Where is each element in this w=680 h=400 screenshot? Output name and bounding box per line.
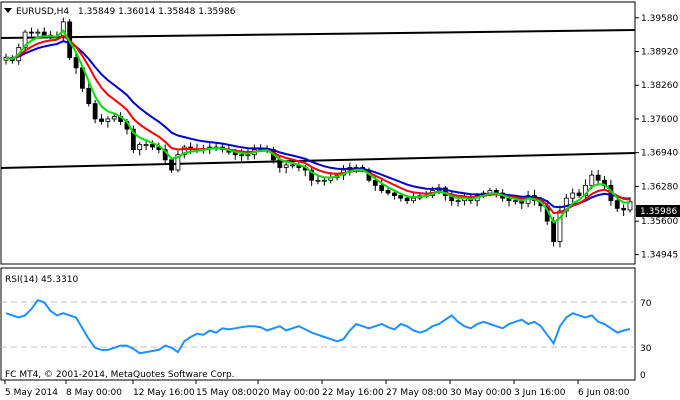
candle-body [86, 87, 92, 105]
candle-body [595, 174, 601, 181]
candle-body [283, 164, 289, 168]
candle-body [576, 192, 582, 196]
candle-body [181, 146, 187, 156]
price-tick-label: 1.36940 [641, 149, 678, 159]
candle-body [309, 169, 315, 181]
price-tick-label: 1.35600 [641, 217, 678, 227]
candle-body [111, 115, 117, 120]
candle-body [35, 31, 41, 34]
candle-body [411, 197, 416, 202]
candle-body [105, 118, 111, 122]
time-tick-label: 12 May 16:00 [133, 388, 195, 398]
candle-body [392, 192, 397, 196]
candle-body [169, 159, 174, 171]
candle-body [455, 200, 461, 203]
candle-body [379, 184, 385, 191]
candle-body [627, 201, 633, 211]
candle-body [290, 164, 295, 167]
candle-body [315, 179, 321, 182]
candle-body [150, 144, 155, 148]
rsi-line [5, 299, 631, 355]
candle-body [512, 200, 518, 203]
price-panel-frame [0, 1, 636, 265]
time-tick-label: 22 May 16:00 [322, 388, 384, 398]
candle-body [321, 179, 327, 182]
slow-moving-average [5, 40, 631, 209]
time-tick-label: 20 May 00:00 [258, 388, 320, 398]
time-tick-label: 30 May 00:00 [450, 388, 512, 398]
ohlc-values: 1.35849 1.36014 1.35848 1.35986 [78, 7, 236, 17]
price-tick-label: 1.36280 [641, 182, 678, 192]
price-tick-label: 1.39580 [641, 14, 678, 24]
candle-body [73, 57, 79, 69]
fast-moving-average [5, 29, 631, 224]
candle-body [239, 154, 244, 157]
candle-body [614, 200, 620, 209]
medium-moving-average [5, 34, 631, 215]
rsi-level-0: 0 [640, 371, 646, 381]
candlestick-series [3, 17, 633, 248]
candle-body [41, 31, 47, 36]
candle-body [99, 118, 104, 122]
time-tick-label: 27 May 08:00 [386, 388, 448, 398]
candle-body [398, 195, 404, 199]
time-tick-label: 8 May 00:00 [66, 388, 122, 398]
candle-body [245, 154, 251, 157]
rsi-level-30: 30 [640, 344, 652, 354]
time-tick-label: 3 Jun 16:00 [514, 388, 566, 398]
current-price-tag [636, 205, 680, 217]
candle-body [385, 190, 391, 194]
price-tick-label: 1.38260 [641, 81, 678, 91]
candle-body [589, 174, 595, 186]
candle-body [143, 144, 149, 146]
candle-body [92, 103, 98, 120]
rsi-label: RSI(14) 45.3310 [5, 275, 78, 285]
candle-body [621, 207, 627, 211]
time-tick-label: 5 May 2014 [5, 388, 58, 398]
candle-body [551, 220, 556, 242]
dropdown-triangle-icon[interactable] [4, 8, 12, 13]
symbol-label: EURUSD,H4 [16, 7, 69, 17]
candle-body [29, 31, 34, 34]
lower-trendline[interactable] [0, 152, 636, 169]
current-price-label: 1.35986 [640, 207, 677, 217]
rsi-panel-frame [0, 267, 636, 381]
price-tick-label: 1.37600 [641, 115, 678, 125]
candle-body [372, 179, 378, 186]
candle-body [175, 154, 181, 171]
rsi-level-70: 70 [640, 299, 652, 309]
candle-body [137, 144, 143, 151]
candle-body [277, 159, 283, 168]
time-axis: 5 May 2014 8 May 00:00 12 May 16:00 15 May … [4, 380, 630, 398]
candle-body [404, 197, 410, 202]
price-axis: 1.39580 1.38920 1.38260 1.37600 1.36940 1.362… [635, 14, 678, 261]
price-tick-label: 1.38920 [641, 48, 678, 58]
time-tick-label: 15 May 08:00 [196, 388, 258, 398]
copyright-footer: FC MT4, © 2001-2014, MetaQuotes Software… [5, 370, 235, 380]
candle-body [22, 31, 28, 48]
upper-trendline[interactable] [0, 29, 636, 39]
candle-body [130, 128, 136, 151]
candle-body [557, 210, 563, 242]
time-tick-label: 6 Jun 08:00 [578, 388, 630, 398]
price-tick-label: 1.34945 [641, 251, 678, 261]
candle-body [570, 192, 576, 199]
